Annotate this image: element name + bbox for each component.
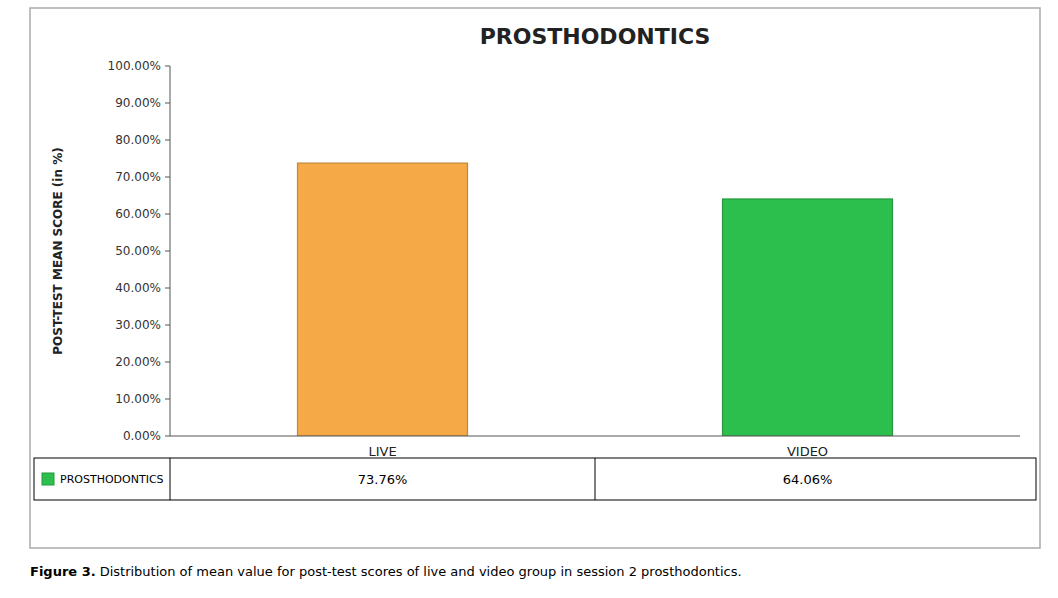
category-label: VIDEO [787,444,828,459]
tick-label: 70.00% [115,170,161,184]
tick-mark [165,177,170,178]
tick-label: 100.00% [108,59,161,73]
table-divider [595,458,596,500]
tick-label: 0.00% [123,429,161,443]
tick-label: 40.00% [115,281,161,295]
outer-box [30,8,1040,548]
legend-label: PROSTHODONTICS [60,473,164,486]
chart: PROSTHODONTICS 0.00% 10.00% 20.00% 30.00% 40.… [0,0,1058,598]
tick-mark [165,214,170,215]
tick-label: 20.00% [115,355,161,369]
bar [723,199,893,436]
bars [298,163,893,436]
tick-label: 30.00% [115,318,161,332]
category-label: LIVE [368,444,396,459]
caption: Figure 3. Distribution of mean value for … [30,564,742,579]
y-axis [170,66,171,436]
table-divider [170,458,171,500]
table-border [34,458,1036,500]
tick-mark [165,436,170,437]
tick-mark [165,66,170,67]
tick-label: 50.00% [115,244,161,258]
tick-mark [165,251,170,252]
bar [298,163,468,436]
axis-label: POST-TEST MEAN SCORE (in %) [51,147,65,354]
legend-swatch [42,473,54,485]
tick-mark [165,140,170,141]
tick-mark [165,103,170,104]
data-label: 73.76% [358,472,408,487]
caption-part: Figure 3. [30,564,96,579]
tick-mark [165,399,170,400]
tick-mark [165,288,170,289]
x-axis [170,436,1020,437]
data-label: 64.06% [783,472,833,487]
title: PROSTHODONTICS [480,24,711,49]
tick-mark [165,362,170,363]
tick-mark [165,325,170,326]
tick-label: 10.00% [115,392,161,406]
tick-label: 60.00% [115,207,161,221]
caption-part: Distribution of mean value for post-test… [100,564,742,579]
tick-label: 80.00% [115,133,161,147]
tick-label: 90.00% [115,96,161,110]
